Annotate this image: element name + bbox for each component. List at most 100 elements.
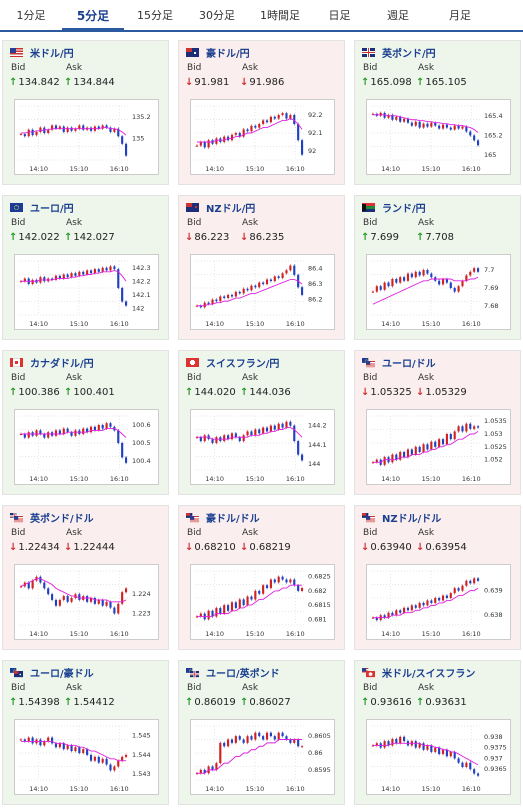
rate-card[interactable]: NZドル/ドル Bid Ask ↓0.63940 ↓0.63954 14:10 15:10 1… — [354, 505, 521, 650]
price-chart[interactable]: 14:10 15:10 16:10 0.8605 0.86 0.8595 — [190, 719, 335, 795]
rate-card[interactable]: NZドル/円 Bid Ask ↓86.223 ↓86.235 14:10 15:10 16:1… — [178, 195, 345, 340]
candle — [203, 302, 206, 308]
candle — [258, 124, 261, 128]
candle — [273, 579, 276, 583]
price-chart[interactable]: 14:10 15:10 16:10 0.938 0.9375 0.937 0.9365 — [366, 719, 511, 795]
candle — [39, 576, 42, 583]
candle — [438, 439, 441, 447]
arrow-up-icon: ↑ — [361, 232, 370, 243]
price-chart[interactable]: 14:10 15:10 16:10 1.224 1.223 — [14, 564, 159, 640]
pair-name[interactable]: ユーロ/豪ドル — [30, 669, 94, 680]
candle — [403, 736, 406, 742]
rate-card[interactable]: ユーロ/ドル Bid Ask ↓1.05325 ↓1.05329 14:10 15:10 16… — [354, 350, 521, 495]
candle — [58, 599, 61, 606]
tab-8[interactable]: 月足 — [449, 9, 471, 22]
candle — [273, 425, 276, 430]
price-chart[interactable]: 14:10 15:10 16:10 1.545 1.544 1.543 — [14, 719, 159, 795]
candle — [58, 743, 61, 748]
ask-label: Ask — [242, 218, 259, 228]
candle — [121, 443, 124, 458]
y-tick-label: 0.6815 — [308, 601, 331, 609]
rate-card[interactable]: ランド/円 Bid Ask ↑7.699 ↑7.708 14:10 15:10 16:10 7.… — [354, 195, 521, 340]
rate-card[interactable]: カナダドル/円 Bid Ask ↑100.386 ↑100.401 14:10 15:10 1… — [2, 350, 169, 495]
pair-name[interactable]: ユーロ/ドル — [382, 359, 436, 370]
pair-name[interactable]: カナダドル/円 — [30, 359, 94, 370]
candle — [410, 273, 413, 278]
rate-card[interactable]: 豪ドル/ドル Bid Ask ↓0.68210 ↓0.68219 14:10 15:10 16… — [178, 505, 345, 650]
tab-1[interactable]: 1分足 — [16, 9, 46, 22]
price-chart[interactable]: 14:10 15:10 16:10 135.2 135 — [14, 99, 159, 175]
tab-6[interactable]: 日足 — [328, 9, 351, 22]
arrow-down-icon: ↓ — [416, 387, 425, 398]
candle — [449, 434, 452, 440]
price-chart[interactable]: 14:10 15:10 16:10 92.2 92.1 92 — [190, 99, 335, 175]
pair-name[interactable]: 英ポンド/円 — [382, 49, 436, 60]
tab-5[interactable]: 1時間足 — [260, 9, 300, 22]
candle — [469, 423, 472, 429]
pair-name[interactable]: 英ポンド/ドル — [30, 514, 94, 525]
rate-card[interactable]: ユーロ/英ポンド Bid Ask ↑0.86019 ↑0.86027 14:10 15:10… — [178, 660, 345, 805]
x-tick-label: 15:10 — [246, 630, 265, 638]
price-chart[interactable]: 14:10 15:10 16:10 1.0535 1.053 1.0525 1.052 — [366, 409, 511, 485]
candle — [371, 291, 375, 293]
price-chart[interactable]: 14:10 15:10 16:10 165.4 165.2 165 — [366, 99, 511, 175]
candle — [227, 739, 230, 747]
candle — [430, 600, 433, 603]
price-chart[interactable]: 14:10 15:10 16:10 7.7 7.69 7.68 — [366, 254, 511, 330]
price-chart[interactable]: 14:10 15:10 16:10 144.2 144.1 144 — [190, 409, 335, 485]
tab-4[interactable]: 30分足 — [199, 9, 235, 22]
tab-2[interactable]: 5分足 — [62, 0, 124, 32]
candle — [78, 594, 81, 600]
candle — [51, 125, 54, 130]
candle — [445, 279, 448, 283]
candle — [250, 285, 253, 291]
rate-card[interactable]: 米ドル/円 Bid Ask ↑134.842 ↑134.844 14:10 15:10 16:… — [2, 40, 169, 185]
pair-name[interactable]: 豪ドル/円 — [206, 49, 250, 60]
pair-name[interactable]: NZドル/ドル — [382, 514, 442, 525]
y-tick-label: 144.1 — [308, 441, 327, 449]
rate-card[interactable]: 英ポンド/円 Bid Ask ↑165.098 ↑165.105 14:10 15:10 16… — [354, 40, 521, 185]
pair-name[interactable]: 米ドル/円 — [30, 49, 74, 60]
candle — [438, 125, 441, 129]
candle — [273, 276, 276, 282]
candle — [27, 432, 30, 438]
rate-card[interactable]: ユーロ/豪ドル Bid Ask ↑1.54398 ↑1.54412 14:10 15:10 1… — [2, 660, 169, 805]
pair-name[interactable]: 豪ドル/ドル — [206, 514, 260, 525]
x-tick-label: 16:10 — [462, 475, 481, 483]
rate-card[interactable]: 豪ドル/円 Bid Ask ↓91.981 ↓91.986 14:10 15:10 16:10… — [178, 40, 345, 185]
candle — [121, 756, 124, 761]
candle — [461, 762, 464, 768]
price-chart[interactable]: 14:10 15:10 16:10 100.6 100.5 100.4 — [14, 409, 159, 485]
tab-7[interactable]: 週足 — [387, 9, 409, 22]
x-tick-label: 16:10 — [462, 320, 481, 328]
x-tick-label: 16:10 — [110, 475, 129, 483]
pair-name[interactable]: ランド/円 — [382, 204, 426, 215]
rate-card[interactable]: 英ポンド/ドル Bid Ask ↓1.22434 ↓1.22444 14:10 15:10 1… — [2, 505, 169, 650]
candle — [89, 598, 93, 602]
rate-card[interactable]: スイスフラン/円 Bid Ask ↑144.020 ↑144.036 14:10 15:10… — [178, 350, 345, 495]
bid-value: ↑165.098 — [361, 77, 412, 88]
candle — [250, 736, 253, 740]
pair-name[interactable]: NZドル/円 — [206, 204, 256, 215]
candle — [117, 269, 120, 288]
price-chart[interactable]: 14:10 15:10 16:10 0.6825 0.682 0.6815 0.681 — [190, 564, 335, 640]
pair-name[interactable]: スイスフラン/円 — [206, 359, 280, 370]
candle — [250, 431, 253, 436]
candle — [27, 737, 30, 742]
pair-name[interactable]: ユーロ/英ポンド — [206, 669, 280, 680]
pair-name[interactable]: 米ドル/スイスフラン — [382, 669, 476, 680]
rate-card[interactable]: 米ドル/スイスフラン Bid Ask ↑0.93616 ↑0.93631 14:10 15:… — [354, 660, 521, 805]
candle — [82, 125, 85, 130]
price-chart[interactable]: 14:10 15:10 16:10 142.3 142.2 142.1 142 — [14, 254, 159, 330]
x-tick-label: 16:10 — [110, 165, 129, 173]
rate-card[interactable]: ユーロ/円 Bid Ask ↑142.022 ↑142.027 14:10 15:10 16:… — [2, 195, 169, 340]
price-chart[interactable]: 14:10 15:10 16:10 0.639 0.638 — [366, 564, 511, 640]
candle — [78, 125, 81, 129]
candle — [39, 430, 42, 434]
candle — [289, 739, 292, 743]
x-tick-label: 14:10 — [205, 165, 224, 173]
tab-3[interactable]: 15分足 — [137, 9, 173, 22]
pair-name[interactable]: ユーロ/円 — [30, 204, 74, 215]
price-chart[interactable]: 14:10 15:10 16:10 86.4 86.3 86.2 — [190, 254, 335, 330]
candle — [254, 125, 257, 128]
